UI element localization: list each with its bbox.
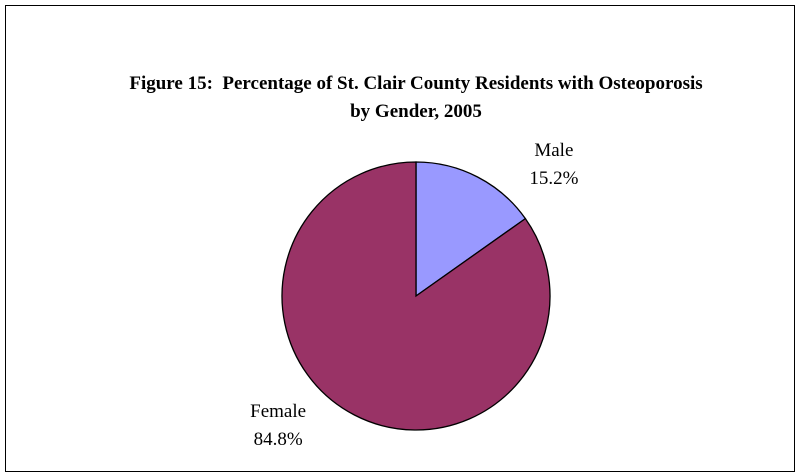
slice-label: Female xyxy=(250,401,306,422)
pie-slice xyxy=(281,161,551,431)
chart-title: Figure 15: Percentage of St. Clair Count… xyxy=(129,73,708,122)
slice-label: Male xyxy=(534,140,573,161)
pie-slice xyxy=(415,161,527,298)
slice-value-label: 84.8% xyxy=(254,429,303,450)
slice-value-label: 15.2% xyxy=(529,168,578,189)
